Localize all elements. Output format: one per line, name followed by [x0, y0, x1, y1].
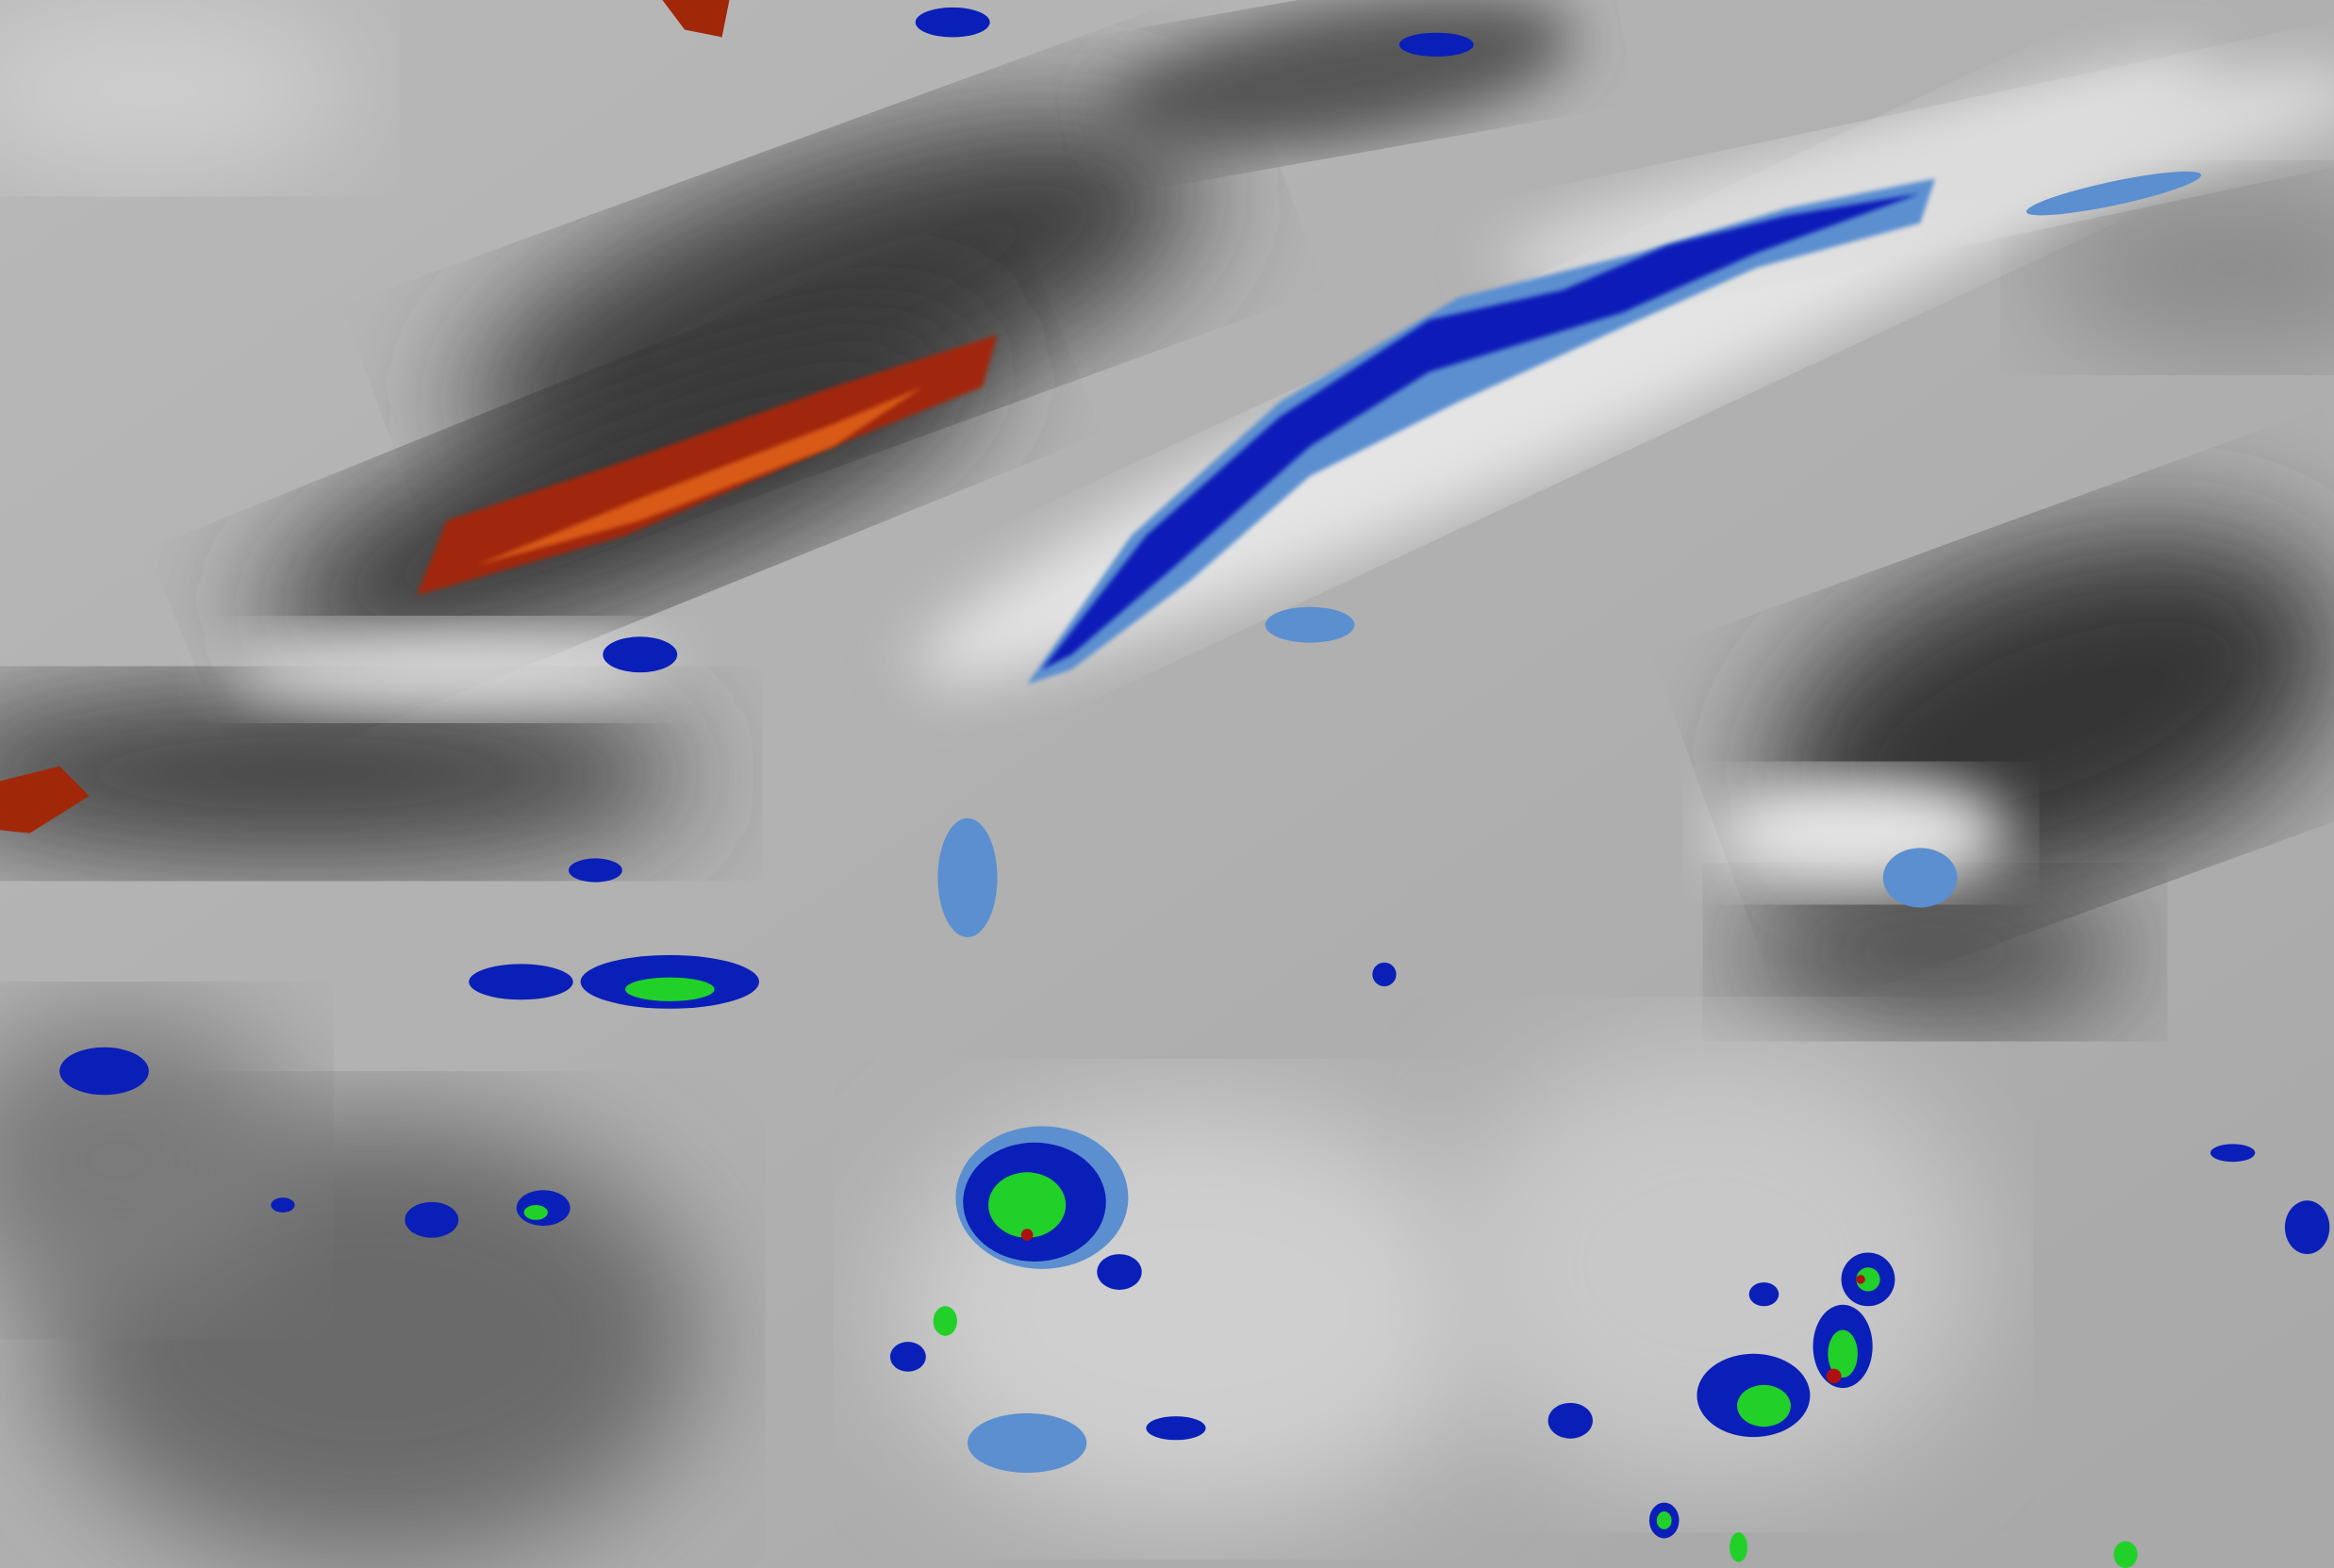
cold-cloud-tops [59, 7, 2330, 1568]
dry-streak [0, 0, 998, 834]
